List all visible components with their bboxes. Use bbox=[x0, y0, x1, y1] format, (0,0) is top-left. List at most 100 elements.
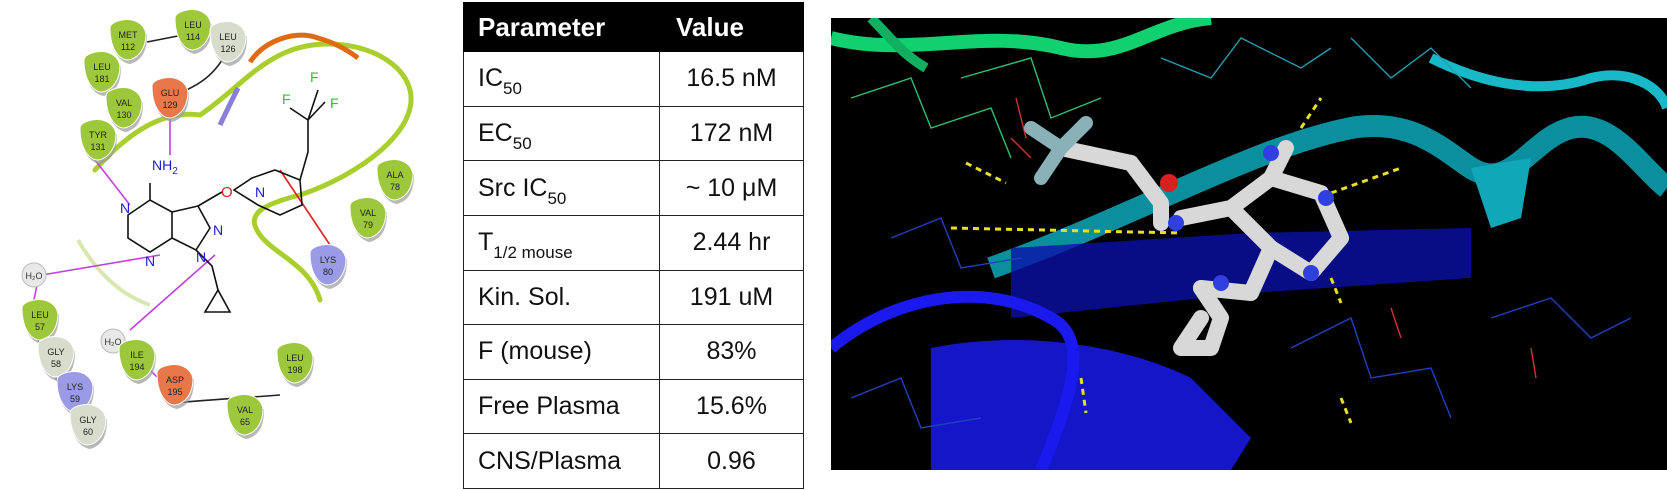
value-cell: 2.44 hr bbox=[659, 214, 804, 271]
residue-number: 78 bbox=[390, 182, 400, 192]
table-row: EC50 172 nM bbox=[463, 105, 804, 162]
parameter-cell: Src IC50 bbox=[463, 160, 660, 216]
residue-name: TYR bbox=[89, 130, 108, 140]
parameter-cell: Free Plasma bbox=[463, 378, 660, 435]
residue-name: VAL bbox=[237, 405, 253, 415]
residue-name: GLY bbox=[47, 347, 64, 357]
blue-ribbon bbox=[831, 290, 1080, 470]
residue-disc: ALA 78 bbox=[376, 159, 414, 204]
residue-disc: LYS 80 bbox=[309, 244, 347, 289]
residue-number: 79 bbox=[363, 220, 373, 230]
table-row: T1/2 mouse 2.44 hr bbox=[463, 214, 804, 271]
value-cell: 0.96 bbox=[659, 433, 804, 489]
table-header-row: Parameter Value bbox=[463, 2, 804, 52]
table-row: Src IC50 ~ 10 μM bbox=[463, 160, 804, 216]
pocket-outline-gradient bbox=[247, 32, 360, 64]
residue-name: LYS bbox=[67, 382, 83, 392]
residue-disc: LEU 114 bbox=[174, 9, 212, 54]
hbond-dashes bbox=[950, 97, 1402, 424]
residue-number: 114 bbox=[186, 32, 200, 42]
header-value: Value bbox=[659, 2, 804, 52]
residue-name: LEU bbox=[184, 20, 202, 30]
residue-number: 58 bbox=[51, 359, 61, 369]
blue-sheet-1 bbox=[1011, 228, 1471, 318]
ligand-sticks bbox=[1053, 140, 1349, 356]
residue-disc: LEU 181 bbox=[83, 51, 121, 96]
fluorine-label-3: F bbox=[330, 95, 339, 111]
residue-number: 195 bbox=[167, 387, 182, 397]
pocket-outline-left bbox=[76, 239, 151, 307]
value-cell: 15.6% bbox=[659, 378, 804, 435]
residue-number: 126 bbox=[220, 44, 235, 54]
parameter-cell: T1/2 mouse bbox=[463, 214, 660, 271]
header-parameter: Parameter bbox=[463, 2, 660, 52]
parameter-cell: IC50 bbox=[463, 51, 660, 107]
ring-nitrogen-label-4: N bbox=[196, 249, 206, 265]
residue-number: 198 bbox=[287, 365, 302, 375]
residue-number: 181 bbox=[94, 74, 109, 84]
residue-disc: LEU 126 bbox=[209, 21, 247, 66]
parameter-cell: EC50 bbox=[463, 105, 660, 162]
ligand-interaction-diagram: NH2 O N N N N N F F F H₂O H₂O MET 112 LEU 1… bbox=[21, 9, 414, 449]
residue-name: ILE bbox=[130, 350, 144, 360]
binding-pocket-outline bbox=[92, 41, 414, 303]
teal-arrow bbox=[1471, 158, 1531, 228]
residue-number: 59 bbox=[70, 394, 80, 404]
residue-name: LEU bbox=[93, 62, 111, 72]
green-ribbon-2 bbox=[867, 18, 929, 73]
pyridine-nitrogen-label: N bbox=[255, 184, 265, 200]
residue-disc: VAL 79 bbox=[349, 197, 387, 242]
fluorine-label-1: F bbox=[282, 91, 291, 107]
residue-disc: TYR 131 bbox=[79, 119, 117, 164]
residue-disc: GLU 129 bbox=[151, 77, 189, 122]
ring-nitrogen-label-2: N bbox=[145, 253, 155, 269]
fluorine-label-2: F bbox=[310, 69, 319, 85]
ether-oxygen-label: O bbox=[221, 184, 233, 201]
residue-number: 65 bbox=[240, 417, 250, 427]
residue-name: MET bbox=[119, 30, 139, 40]
residue-disc: GLY 60 bbox=[69, 404, 107, 449]
residue-name: ASP bbox=[166, 375, 184, 385]
ligand-nitrogens bbox=[1168, 145, 1334, 291]
residue-disc: LEU 198 bbox=[276, 342, 314, 387]
residue-disc: MET 112 bbox=[109, 19, 147, 64]
residue-name: VAL bbox=[360, 208, 376, 218]
residue-disc: LEU 57 bbox=[21, 299, 59, 344]
svg-text:H₂O: H₂O bbox=[105, 337, 122, 347]
value-cell: 172 nM bbox=[659, 105, 804, 162]
table-row: CNS/Plasma 0.96 bbox=[463, 433, 804, 489]
ligand-cf3 bbox=[1024, 116, 1093, 185]
teal-ribbon bbox=[987, 115, 1667, 279]
parameter-cell: CNS/Plasma bbox=[463, 433, 660, 489]
residue-number: 194 bbox=[129, 362, 144, 372]
water-molecule-1: H₂O bbox=[21, 262, 47, 288]
teal-ribbon-2 bbox=[1428, 53, 1667, 110]
table-row: F (mouse) 83% bbox=[463, 324, 804, 380]
value-cell: 16.5 nM bbox=[659, 51, 804, 107]
value-cell: 191 uM bbox=[659, 269, 804, 326]
table-row: Free Plasma 15.6% bbox=[463, 378, 804, 435]
value-cell: 83% bbox=[659, 324, 804, 380]
ring-nitrogen-label-1: N bbox=[120, 200, 130, 216]
blue-sheet-2 bbox=[931, 339, 1251, 470]
residue-name: VAL bbox=[116, 98, 132, 108]
svg-text:H₂O: H₂O bbox=[26, 271, 43, 281]
table-row: IC50 16.5 nM bbox=[463, 51, 804, 107]
residue-name: LEU bbox=[31, 310, 49, 320]
value-cell: ~ 10 μM bbox=[659, 160, 804, 216]
residue-discs: MET 112 LEU 114 LEU 126 LEU 181 GLU 129 VAL 130 TYR 1… bbox=[21, 9, 414, 449]
ligand-oxygen bbox=[1160, 174, 1178, 192]
residue-number: 57 bbox=[35, 322, 45, 332]
ligand-skeleton bbox=[127, 89, 326, 313]
table-row: Kin. Sol. 191 uM bbox=[463, 269, 804, 326]
residue-name: ALA bbox=[386, 170, 403, 180]
residue-disc: ASP 195 bbox=[156, 364, 194, 409]
cation-pi-line bbox=[279, 169, 331, 246]
residue-disc: VAL 65 bbox=[226, 394, 264, 439]
protein-ligand-3d-structure bbox=[831, 18, 1667, 470]
residue-number: 80 bbox=[323, 267, 333, 277]
residue-number: 112 bbox=[121, 42, 135, 52]
residue-disc: VAL 130 bbox=[105, 87, 143, 132]
pocket-outline-blue bbox=[217, 86, 241, 127]
residue-name: LEU bbox=[219, 32, 237, 42]
